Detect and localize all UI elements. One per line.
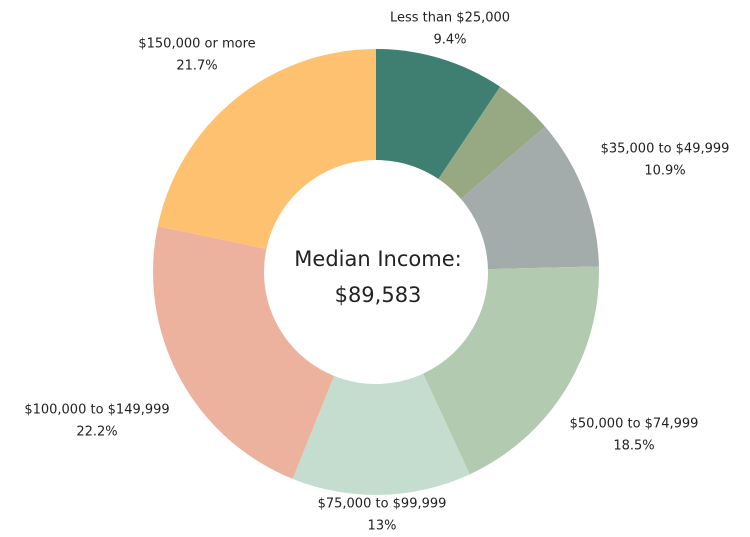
- slice-label: Less than $25,000: [390, 11, 510, 26]
- slice-label: $100,000 to $149,999: [24, 403, 169, 418]
- slice-label: $150,000 or more: [138, 37, 255, 52]
- slice-value: 18.5%: [613, 439, 654, 454]
- slice-value: 22.2%: [76, 425, 117, 440]
- slice-value: 9.4%: [433, 33, 466, 48]
- slice-value: 13%: [368, 519, 397, 534]
- donut-hole: [264, 160, 488, 384]
- center-value: $89,583: [335, 283, 422, 307]
- slice-label: $75,000 to $99,999: [318, 497, 447, 512]
- center-label: Median Income:: [294, 247, 461, 271]
- slice-label: $35,000 to $49,999: [601, 142, 730, 157]
- slice-value: 21.7%: [176, 59, 217, 74]
- slice-label: $50,000 to $74,999: [570, 417, 699, 432]
- slice-value: 10.9%: [644, 164, 685, 179]
